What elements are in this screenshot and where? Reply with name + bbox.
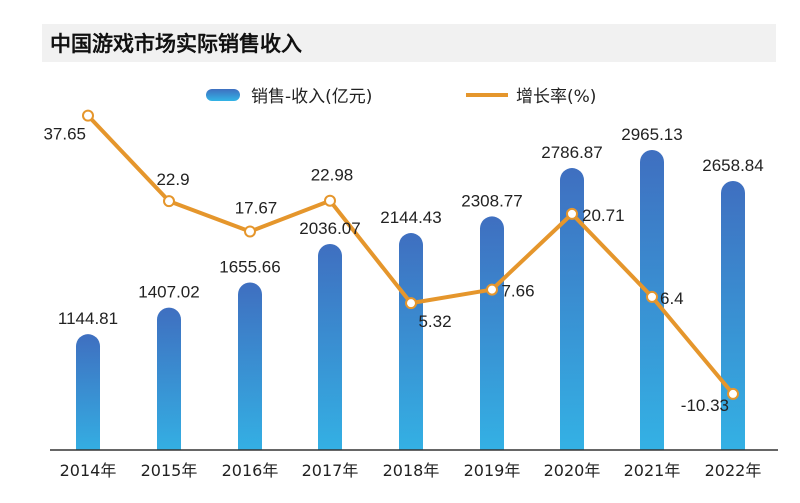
line-value-label: 22.9 [156, 170, 189, 189]
growth-point-2020年 [566, 207, 578, 220]
legend-bar-swatch [206, 89, 240, 101]
bar-value-label: 2036.07 [299, 219, 360, 238]
bar-base-mask [479, 450, 505, 470]
growth-point-2016年 [244, 225, 256, 238]
growth-point-2014年 [82, 109, 94, 122]
growth-point-2015年 [163, 195, 175, 208]
bar-value-label: 1144.81 [58, 309, 118, 328]
x-tick-label: 2019年 [464, 461, 521, 480]
bar-value-labels: 1144.81 1407.02 1655.66 2036.07 2144.43 2308.… [58, 125, 764, 328]
bar-base-mask [639, 450, 665, 470]
x-tick-label: 2014年 [60, 461, 117, 480]
line-value-label: 5.32 [418, 312, 451, 331]
line-value-label: 20.71 [582, 206, 625, 225]
bar-base-mask [237, 450, 263, 470]
growth-point-2017年 [324, 194, 336, 207]
bar-value-label: 2786.87 [541, 143, 602, 162]
x-tick-label: 2022年 [705, 461, 762, 480]
x-tick-label: 2018年 [383, 461, 440, 480]
line-value-labels: 37.65 22.9 17.67 22.98 5.32 7.66 20.71 6.4 -10.3… [43, 125, 729, 415]
x-tick-label: 2017年 [302, 461, 359, 480]
growth-point-2019年 [486, 283, 498, 296]
bar-value-label: 2965.13 [621, 125, 682, 144]
x-axis-labels: 2014年 2015年 2016年 2017年 2018年 2019年 2020年 2021年… [60, 461, 762, 480]
bar-value-label: 1407.02 [138, 283, 199, 302]
bar-base-mask [398, 450, 424, 470]
bar-value-label: 2658.84 [702, 156, 763, 175]
bar-value-label: 2144.43 [380, 208, 441, 227]
line-value-label: 37.65 [43, 125, 86, 144]
bar-base-mask [317, 450, 343, 470]
bar-2016年 [238, 282, 262, 462]
line-value-label: 7.66 [501, 282, 534, 301]
line-value-label: 17.67 [235, 199, 278, 218]
bar-2014年 [76, 334, 100, 462]
x-tick-label: 2021年 [624, 461, 681, 480]
growth-line-series [82, 109, 739, 400]
bar-2015年 [157, 307, 181, 462]
bar-2020年 [560, 168, 584, 462]
growth-point-2018年 [405, 297, 417, 310]
bar-base-mask [156, 450, 182, 470]
bar-base-mask [75, 450, 101, 470]
bar-2017年 [318, 243, 342, 462]
bar-2022年 [721, 180, 745, 462]
growth-point-2022年 [727, 387, 739, 400]
x-tick-label: 2020年 [544, 461, 601, 480]
bar-2021年 [640, 150, 664, 462]
bar-value-label: 2308.77 [461, 191, 522, 210]
x-tick-label: 2015年 [141, 461, 198, 480]
legend: 销售-收入(亿元) 增长率(%) [206, 87, 596, 107]
bar-2019年 [480, 216, 504, 462]
title-band [42, 24, 776, 62]
bars [75, 150, 746, 470]
bar-value-label: 1655.66 [219, 257, 280, 276]
bar-2018年 [399, 233, 423, 462]
legend-line-label: 增长率(%) [516, 87, 596, 107]
chart-title: 中国游戏市场实际销售收入 [50, 32, 302, 56]
bar-base-mask [720, 450, 746, 470]
legend-bar-label: 销售-收入(亿元) [251, 87, 372, 107]
line-value-label: 22.98 [311, 166, 354, 185]
growth-point-2021年 [646, 290, 658, 303]
x-tick-label: 2016年 [222, 461, 279, 480]
line-value-label: 6.4 [660, 289, 684, 308]
bar-base-mask [559, 450, 585, 470]
line-value-label: -10.33 [681, 396, 729, 415]
